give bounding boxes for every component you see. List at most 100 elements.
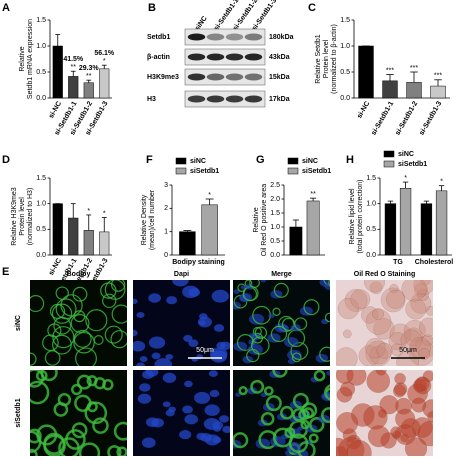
y-axis-label: Relative Density	[141, 194, 148, 245]
blot-strip	[184, 90, 266, 108]
nucleus	[162, 401, 171, 408]
value-label: 41.5%	[63, 56, 84, 63]
protein-label: β-actin	[147, 54, 170, 61]
nucleus	[208, 370, 218, 378]
y-tick-label: 0.5	[36, 226, 46, 233]
lipid-droplet	[104, 280, 126, 300]
y-axis-label: (normalized to β-actin)	[331, 24, 338, 94]
column-label: Bodipy	[67, 271, 91, 278]
size-label: 15kDa	[269, 74, 290, 81]
stained-cell	[408, 339, 433, 366]
bar	[406, 82, 422, 99]
y-tick-label: 0.0	[366, 252, 376, 259]
nucleus	[240, 285, 247, 290]
lipid-droplet	[236, 334, 254, 351]
micrograph: 50μm	[133, 280, 230, 366]
stained-cell	[375, 370, 387, 376]
stained-cell	[394, 373, 406, 385]
micrograph	[336, 370, 433, 456]
y-axis-label: (total protein correction)	[357, 180, 364, 254]
legend-swatch	[383, 150, 395, 158]
nucleus	[148, 336, 166, 349]
lipid-droplet	[291, 352, 302, 363]
stained-cell	[361, 306, 379, 324]
y-tick-label: 1.5	[270, 210, 280, 217]
y-tick-label: 0.5	[366, 226, 376, 233]
nucleus	[200, 433, 213, 442]
stained-cell	[346, 440, 372, 456]
blot-band	[187, 53, 206, 61]
y-axis-label: Relative H3K9me3	[11, 187, 18, 245]
x-tick-label: si-Setdb1-1	[370, 100, 395, 136]
nucleus	[326, 370, 330, 376]
lipid-droplet	[260, 412, 275, 426]
nucleus	[166, 296, 178, 305]
image-content	[30, 280, 127, 366]
legend-label: siNC	[302, 158, 318, 165]
significance: *	[87, 208, 90, 215]
bar	[99, 231, 110, 256]
x-tick-label: si-NC	[48, 257, 63, 276]
lipid-droplet	[30, 352, 37, 366]
lipid-droplet	[102, 379, 114, 391]
image-content	[233, 370, 330, 456]
stained-cell	[411, 397, 427, 413]
scale-bar-label: 50μm	[399, 347, 417, 354]
micrograph	[30, 370, 127, 456]
stained-cell	[367, 425, 390, 448]
legend-swatch	[287, 167, 299, 175]
y-tick-label: 2	[164, 205, 168, 212]
lipid-droplet	[324, 312, 330, 323]
lipid-droplet	[319, 346, 330, 362]
bar	[430, 85, 446, 99]
bar	[99, 68, 110, 99]
lipid-droplet	[102, 293, 117, 309]
nucleus	[268, 313, 275, 319]
nucleus	[213, 425, 221, 432]
value-label: 56.1%	[94, 50, 115, 57]
protein-label: Setdb1	[147, 34, 170, 41]
stained-cell	[419, 317, 433, 337]
y-axis-label: Relative Setdb1	[315, 34, 322, 84]
column-label: Dapi	[174, 271, 189, 278]
nucleus	[182, 405, 193, 414]
significance: **	[86, 73, 92, 80]
bar	[68, 217, 79, 256]
y-tick-label: 2.5	[270, 182, 280, 189]
lipid-droplet	[292, 392, 309, 409]
nucleus	[194, 391, 211, 404]
lipid-droplet	[313, 370, 326, 382]
panel-label: F	[146, 154, 153, 166]
column-label: Merge	[271, 271, 292, 278]
nucleus	[142, 370, 154, 379]
nucleus	[182, 285, 199, 299]
lipid-droplet	[249, 280, 260, 289]
bar	[358, 45, 374, 99]
stained-cell	[380, 287, 406, 313]
y-tick-label: 1.0	[36, 43, 46, 50]
lipid-droplet	[92, 417, 109, 434]
lipid-droplet	[58, 437, 80, 456]
lipid-droplet	[294, 317, 308, 331]
stained-cell	[365, 340, 392, 366]
lipid-droplet	[321, 407, 330, 424]
nucleus	[133, 329, 138, 337]
nucleus	[250, 333, 261, 341]
legend-swatch	[287, 157, 299, 165]
stained-cell	[376, 342, 393, 359]
micrograph	[233, 280, 330, 366]
legend-label: siNC	[190, 158, 206, 165]
lipid-droplet	[53, 402, 69, 417]
stained-cell	[386, 289, 405, 309]
y-axis-label: Relative	[253, 207, 260, 232]
stained-cell	[344, 289, 368, 312]
blot-band	[244, 53, 263, 61]
lipid-droplet	[263, 386, 274, 396]
stained-cell	[336, 412, 359, 434]
lipid-droplet	[30, 428, 42, 444]
stained-cell	[350, 289, 371, 309]
x-tick-label: TG	[393, 259, 403, 266]
significance: ***	[410, 65, 418, 72]
lipid-droplet	[75, 347, 97, 366]
lipid-droplet	[280, 405, 294, 420]
